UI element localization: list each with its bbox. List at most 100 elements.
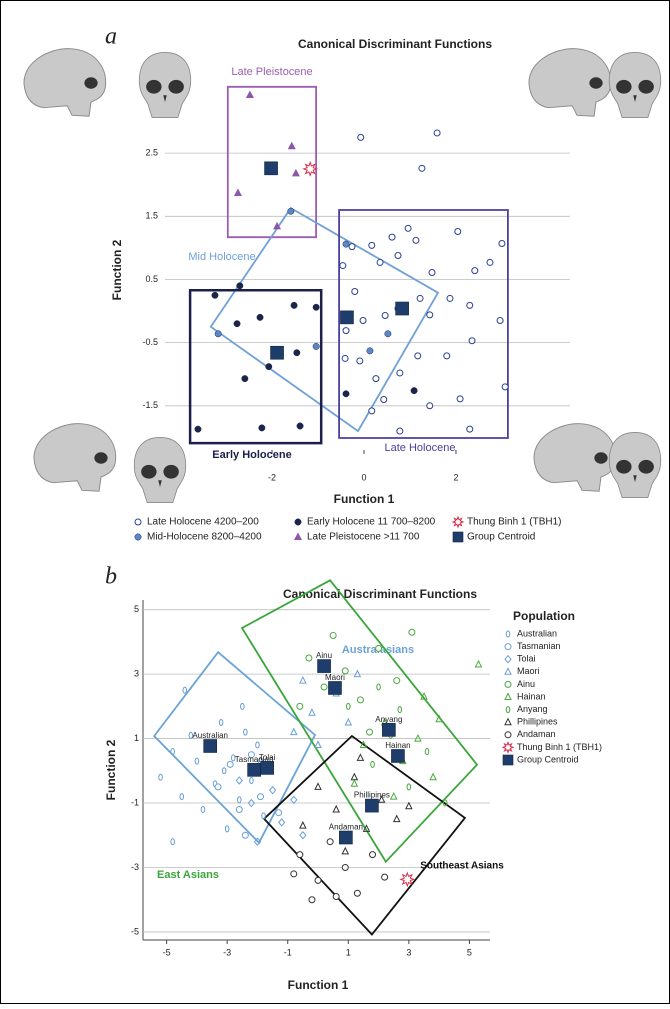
y-tick-label: -1 — [131, 797, 139, 807]
data-point — [429, 270, 435, 276]
legend-label: Australian — [517, 628, 557, 638]
data-point — [291, 871, 297, 877]
region — [190, 290, 321, 443]
data-point — [343, 391, 349, 397]
data-point — [342, 848, 348, 854]
data-point — [333, 893, 339, 899]
region — [339, 210, 508, 438]
data-point — [394, 678, 400, 684]
data-point — [237, 797, 241, 803]
y-tick-label: 1 — [134, 733, 139, 743]
data-point — [351, 780, 357, 786]
data-point — [391, 749, 404, 762]
data-point — [279, 819, 285, 826]
data-point — [227, 761, 233, 767]
data-point — [201, 806, 205, 812]
legend-label: Phillipines — [517, 717, 558, 727]
data-point — [370, 852, 376, 858]
data-point — [346, 703, 350, 709]
data-point — [340, 263, 346, 269]
skull-icon — [609, 52, 660, 117]
legend-marker — [453, 532, 463, 542]
data-point — [234, 188, 242, 196]
data-point — [259, 425, 265, 431]
data-point — [499, 240, 505, 246]
data-point — [330, 632, 336, 638]
data-point — [502, 384, 508, 390]
data-point — [300, 832, 306, 839]
data-point — [340, 311, 353, 324]
data-point — [415, 353, 421, 359]
legend-marker — [135, 519, 141, 525]
data-point — [183, 687, 187, 693]
data-point — [411, 387, 417, 393]
y-tick-label: -5 — [131, 926, 139, 936]
legend-marker — [505, 732, 511, 738]
data-point — [159, 774, 163, 780]
data-point — [357, 358, 363, 364]
data-point — [234, 320, 240, 326]
data-point — [248, 763, 261, 776]
data-point — [265, 162, 278, 175]
data-point — [315, 877, 321, 883]
data-point — [242, 832, 248, 838]
data-point — [382, 723, 395, 736]
data-point — [257, 794, 263, 800]
legend-label: Late Pleistocene >11 700 — [307, 532, 420, 543]
data-point — [300, 822, 306, 828]
skull-icon — [534, 424, 616, 492]
data-point — [425, 748, 429, 754]
data-point — [467, 302, 473, 308]
data-point — [343, 328, 349, 334]
data-point — [406, 803, 412, 809]
legend-label: Ainu — [517, 679, 535, 689]
data-point — [241, 703, 245, 709]
chart-title: Canonical Discriminant Functions — [298, 37, 492, 51]
data-point — [297, 852, 303, 858]
data-point — [294, 350, 300, 356]
data-point — [360, 318, 366, 324]
data-point — [391, 793, 397, 799]
legend-marker — [505, 681, 511, 687]
data-point — [371, 761, 375, 767]
legend-label: Anyang — [517, 704, 548, 714]
data-point — [395, 252, 401, 258]
legend-label: Tolai — [517, 654, 536, 664]
x-tick-label: -1 — [284, 947, 292, 957]
data-point — [415, 735, 421, 741]
centroid-label: Andaman — [329, 823, 363, 832]
data-point — [369, 408, 375, 414]
data-point — [321, 684, 327, 690]
data-point — [373, 376, 379, 382]
x-axis-title: Function 1 — [288, 978, 349, 992]
data-point — [385, 331, 391, 337]
data-point — [236, 777, 242, 784]
data-point — [219, 719, 223, 725]
data-point — [357, 697, 363, 703]
data-point — [304, 162, 317, 175]
data-point — [215, 331, 221, 337]
legend-marker — [505, 668, 511, 674]
data-point — [365, 799, 378, 812]
data-point — [354, 671, 360, 677]
legend-label: Thung Binh 1 (TBH1) — [517, 742, 602, 752]
data-point — [195, 426, 201, 432]
data-point — [407, 784, 411, 790]
data-point — [180, 794, 184, 800]
legend-marker — [453, 517, 463, 527]
data-point — [398, 707, 402, 713]
legend-title: Population — [513, 609, 575, 623]
data-point — [401, 873, 414, 886]
data-point — [195, 758, 199, 764]
region-label: Late Holocene — [385, 442, 456, 454]
region-label: East Asians — [157, 869, 219, 881]
data-point — [212, 292, 218, 298]
data-point — [430, 774, 436, 780]
data-point — [257, 314, 263, 320]
data-point — [419, 165, 425, 171]
data-point — [472, 268, 478, 274]
data-point — [215, 784, 221, 790]
data-point — [318, 660, 331, 673]
region-label: Early Holocene — [212, 449, 291, 461]
legend-marker — [505, 656, 511, 663]
